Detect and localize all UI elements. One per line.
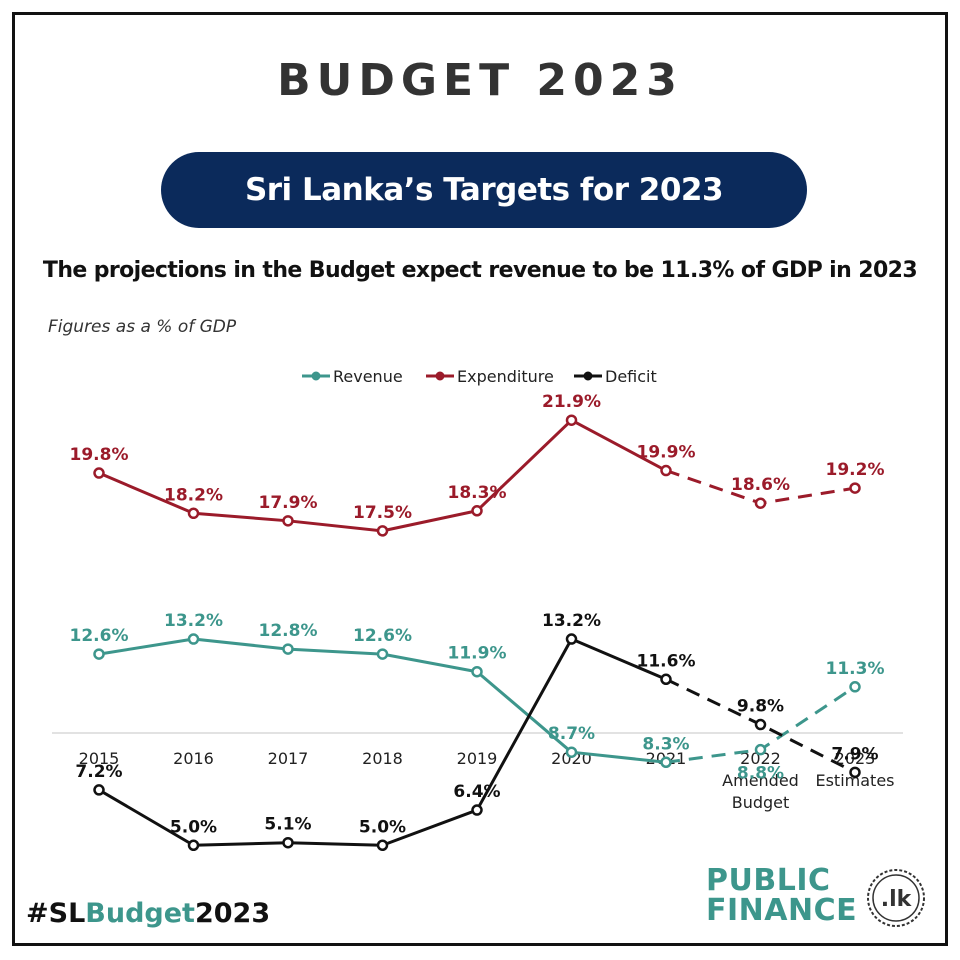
- main-title: BUDGET 2023: [277, 55, 683, 106]
- revenue-point: [471, 665, 483, 678]
- expenditure-data-label: 18.3%: [448, 483, 507, 503]
- x-tick-label: 2018: [362, 749, 403, 768]
- units-note: Figures as a % of GDP: [48, 317, 237, 337]
- revenue-data-label: 12.6%: [70, 626, 129, 646]
- revenue-data-label: 13.2%: [164, 611, 223, 631]
- subtitle-banner: Sri Lanka’s Targets for 2023: [161, 152, 807, 228]
- revenue-point: [187, 633, 200, 645]
- expenditure-data-label: 19.2%: [826, 460, 885, 480]
- expenditure-point: [754, 497, 767, 509]
- deficit-point: [754, 718, 767, 731]
- expenditure-data-label: 18.6%: [731, 475, 790, 495]
- legend-marker-deficit: [583, 371, 593, 381]
- revenue-data-label: 12.6%: [353, 626, 412, 646]
- revenue-point: [282, 643, 294, 655]
- logo-line-finance: FINANCE: [706, 893, 858, 928]
- deficit-data-label: 11.6%: [637, 651, 696, 671]
- expenditure-point: [282, 515, 294, 527]
- deficit-point: [376, 839, 389, 851]
- deficit-point: [565, 633, 578, 645]
- logo-wordmark: PUBLIC FINANCE: [706, 866, 857, 926]
- deficit-data-label: 13.2%: [542, 611, 601, 631]
- public-finance-seal-icon: .lk: [867, 869, 925, 927]
- logo-seal-text: .lk: [881, 887, 913, 912]
- x-tick-label: 2015: [79, 749, 120, 768]
- deficit-data-label: 9.8%: [737, 697, 784, 717]
- revenue-data-label: 11.9%: [448, 644, 507, 664]
- x-tick-label: 2016: [173, 749, 214, 768]
- hashtag-suffix: 2023: [194, 898, 271, 929]
- deficit-point: [282, 836, 294, 849]
- x-tick-label: 2023 Estimates: [815, 749, 894, 790]
- expenditure-data-label: 19.8%: [70, 445, 129, 465]
- expenditure-data-label: 19.9%: [637, 443, 696, 463]
- revenue-point: [376, 648, 389, 660]
- x-tick-label: 2019: [457, 749, 498, 768]
- expenditure-data-label: 17.5%: [353, 503, 412, 523]
- deficit-point: [471, 804, 483, 816]
- revenue-data-label: 12.8%: [259, 621, 318, 641]
- expenditure-data-label: 18.2%: [164, 485, 223, 505]
- hashtag: #SLBudget2023: [26, 898, 270, 929]
- expenditure-point: [471, 505, 483, 517]
- revenue-point: [660, 756, 672, 769]
- deficit-data-label: 7.9%: [831, 744, 878, 764]
- revenue-data-label: 11.3%: [826, 659, 885, 679]
- hashtag-accent: Budget: [85, 898, 195, 929]
- legend-label-deficit: Deficit: [605, 367, 657, 386]
- expenditure-point: [93, 467, 105, 479]
- legend-label-revenue: Revenue: [333, 367, 403, 386]
- legend-label-expenditure: Expenditure: [457, 367, 554, 386]
- subtitle-banner-text: Sri Lanka’s Targets for 2023: [244, 172, 724, 208]
- deficit-point: [93, 784, 105, 796]
- revenue-point: [93, 648, 105, 660]
- deficit-data-label: 5.0%: [170, 817, 217, 837]
- expenditure-point: [565, 414, 578, 426]
- expenditure-point: [660, 464, 672, 477]
- logo-line-public: PUBLIC: [706, 863, 831, 898]
- expenditure-point: [849, 482, 861, 494]
- revenue-point: [754, 743, 767, 756]
- revenue-data-label: 8.7%: [548, 724, 595, 744]
- expenditure-point: [187, 507, 200, 520]
- expenditure-data-label: 17.9%: [259, 493, 318, 513]
- deficit-data-label: 6.4%: [453, 782, 500, 802]
- publicfinance-logo: PUBLIC FINANCE .lk: [706, 866, 936, 932]
- expenditure-point: [376, 525, 389, 537]
- deficit-data-label: 5.0%: [359, 817, 406, 837]
- x-tick-label: 2017: [268, 749, 309, 768]
- legend-marker-revenue: [311, 371, 321, 381]
- revenue-point: [849, 681, 861, 693]
- revenue-data-label: 8.8%: [737, 764, 784, 784]
- deficit-point: [187, 839, 200, 851]
- deficit-point: [660, 673, 672, 686]
- expenditure-data-label: 21.9%: [542, 392, 601, 412]
- deficit-data-label: 7.2%: [75, 762, 122, 782]
- x-tick-label: 2022 Amended Budget: [722, 749, 799, 812]
- deficit-point: [849, 766, 861, 779]
- hashtag-prefix: #SL: [26, 898, 86, 929]
- revenue-data-label: 8.3%: [642, 734, 689, 754]
- deficit-data-label: 5.1%: [264, 815, 311, 835]
- chart-headline: The projections in the Budget expect rev…: [42, 258, 918, 283]
- legend-marker-expenditure: [435, 371, 445, 381]
- revenue-point: [565, 746, 578, 758]
